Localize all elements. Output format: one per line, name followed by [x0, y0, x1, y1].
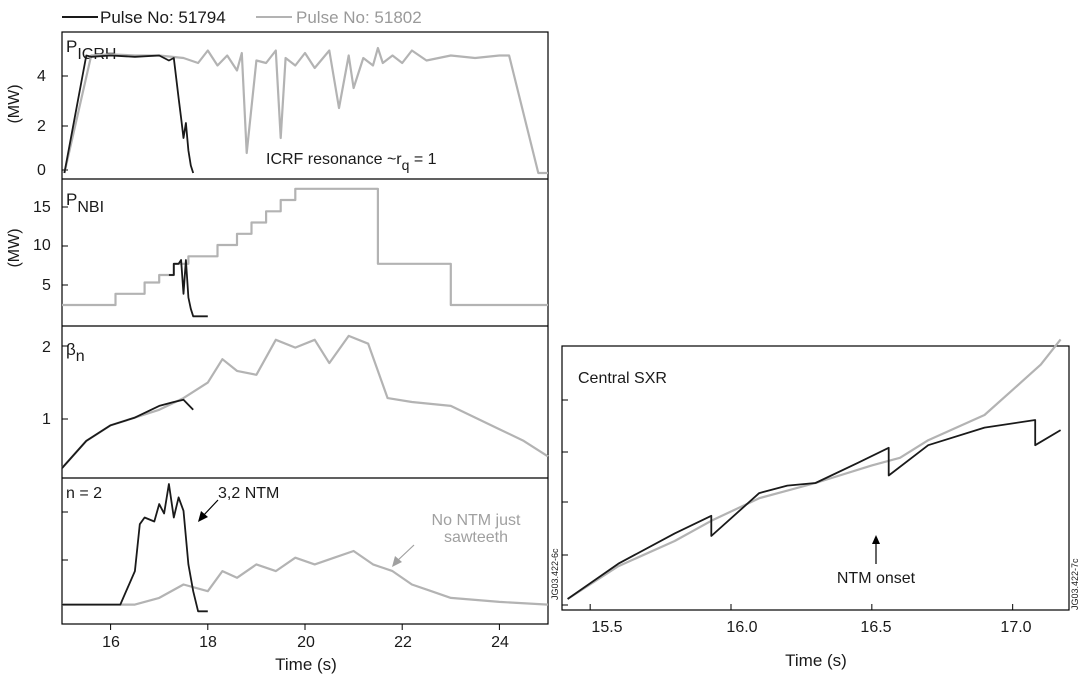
right-xtick-16.5: 16.5	[860, 619, 891, 636]
left-series	[61, 46, 549, 613]
right-side-label: JG03.422-7c	[1070, 558, 1080, 610]
right-annotation-ntm-onset: NTM onset	[837, 570, 916, 587]
right-plot-frame	[561, 345, 1070, 611]
left-xtick-18: 18	[199, 634, 217, 651]
panel2-ytick-5: 5	[42, 277, 51, 294]
annotation-no-ntm-line2: sawteeth	[444, 529, 508, 546]
legend-label-51802: Pulse No: 51802	[296, 8, 422, 27]
annotation-no-ntm-line1: No NTM just	[432, 512, 521, 529]
right-series	[567, 338, 1062, 600]
legend: Pulse No: 51794 Pulse No: 51802	[62, 8, 422, 27]
annotation-32-ntm-arrowhead	[198, 511, 208, 522]
panel3-ytick-1: 1	[42, 411, 51, 428]
annotation-no-ntm-arrow	[395, 544, 415, 563]
series-line-panel2-51802	[62, 187, 548, 307]
left-side-label: JG03.422-6c	[550, 548, 560, 600]
series-line-panel2-51794	[168, 259, 208, 318]
legend-label-51794: Pulse No: 51794	[100, 8, 226, 27]
series-line-panel1-51802	[63, 46, 548, 175]
panel3-ytick-2: 2	[42, 339, 51, 356]
series-line-panel1-51794	[63, 54, 195, 174]
right-xlabel: Time (s)	[785, 651, 847, 670]
left-xtick-20: 20	[297, 634, 315, 651]
right-xtick-16.0: 16.0	[726, 619, 757, 636]
panel1-ytick-0: 0	[37, 162, 46, 179]
left-xlabel: Time (s)	[275, 655, 337, 674]
left-ticks	[62, 75, 500, 630]
panel1-ytick-4: 4	[37, 68, 46, 85]
panel4-title: n = 2	[66, 485, 102, 502]
annotation-no-ntm-arrowhead	[392, 556, 402, 567]
series-line-panel3-51794	[61, 398, 194, 469]
panel1-annotation: ICRF resonance ~rq = 1	[266, 151, 437, 173]
right-ticks	[562, 399, 1014, 610]
annotation-32-ntm: 3,2 NTM	[218, 485, 279, 502]
panel1-ylabel: (MW)	[6, 84, 23, 123]
panel2-ytick-10: 10	[33, 237, 51, 254]
series-line-panel4-51794	[62, 483, 208, 613]
ntm-onset-arrowhead	[872, 535, 880, 544]
panel3-title: βn	[66, 340, 85, 365]
right-xtick-17.0: 17.0	[1000, 619, 1031, 636]
left-xtick-24: 24	[491, 634, 509, 651]
series-line-panel3-51802	[61, 334, 549, 469]
panel2-ytick-15: 15	[33, 199, 51, 216]
right-title: Central SXR	[578, 370, 667, 387]
right-xtick-15.5: 15.5	[591, 619, 622, 636]
left-xtick-16: 16	[102, 634, 120, 651]
series-line-panel5-51802	[567, 338, 1062, 600]
left-figure: PICRH (MW) 0 2 4 ICRF resonance ~rq = 1 …	[6, 31, 560, 674]
panel1-ytick-2: 2	[37, 118, 46, 135]
series-line-panel4-51802	[62, 549, 549, 606]
panel2-title: PNBI	[66, 190, 104, 216]
series-line-panel5-51794	[567, 419, 1062, 600]
right-figure: Central SXR 15.5 16.0 16.5 17.0 Time (s)…	[561, 338, 1080, 670]
panel2-ylabel: (MW)	[6, 228, 23, 267]
left-xtick-22: 22	[394, 634, 412, 651]
